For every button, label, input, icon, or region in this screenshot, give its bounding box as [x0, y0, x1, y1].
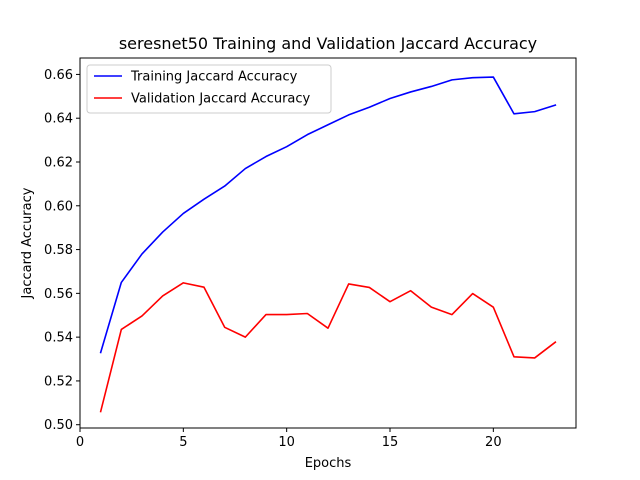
x-axis: 0 5 10 15 20 — [76, 428, 502, 450]
x-axis-label: Epochs — [305, 456, 352, 471]
y-tick-label: 0.56 — [44, 287, 73, 302]
y-tick-label: 0.60 — [44, 199, 73, 214]
y-axis-label: Jaccard Accuracy — [20, 187, 35, 299]
x-tick-label: 20 — [485, 435, 502, 450]
x-tick-label: 10 — [278, 435, 295, 450]
x-tick-label: 15 — [382, 435, 399, 450]
y-tick-label: 0.62 — [44, 155, 73, 170]
series-lines — [99, 76, 557, 413]
y-tick-label: 0.64 — [44, 112, 73, 127]
x-tick-label: 5 — [179, 435, 187, 450]
y-axis: 0.50 0.52 0.54 0.56 0.58 0.60 0.62 0.64 0.66 — [44, 68, 80, 433]
legend-label: Training Jaccard Accuracy — [130, 70, 298, 85]
y-tick-label: 0.66 — [44, 68, 73, 83]
series-line-1 — [99, 282, 557, 413]
y-tick-label: 0.50 — [44, 418, 73, 433]
series-line-0 — [99, 76, 557, 354]
legend-label: Validation Jaccard Accuracy — [131, 92, 311, 107]
y-tick-label: 0.58 — [44, 243, 73, 258]
chart-title: seresnet50 Training and Validation Jacca… — [119, 34, 537, 53]
plot-area — [79, 57, 577, 429]
x-tick-label: 0 — [76, 435, 84, 450]
legend-box — [86, 64, 332, 114]
y-tick-label: 0.52 — [44, 374, 73, 389]
legend: Training Jaccard Accuracy Validation Jacc… — [86, 64, 332, 114]
y-tick-label: 0.54 — [44, 331, 73, 346]
